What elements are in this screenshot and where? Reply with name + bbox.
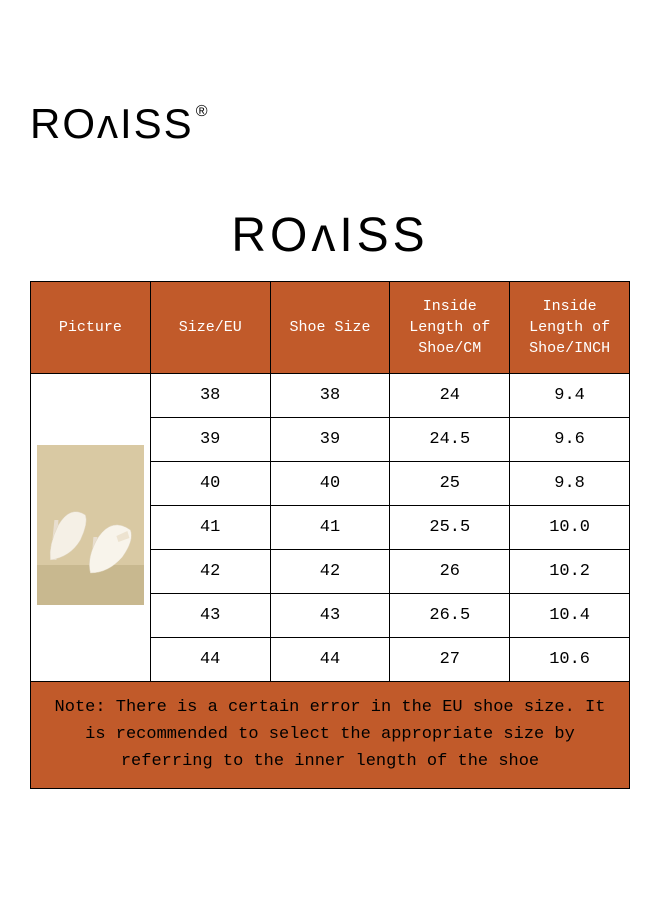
cell-length-inch: 9.8 [510, 462, 630, 506]
cell-length-inch: 10.6 [510, 638, 630, 682]
table-header-row: Picture Size/EU Shoe Size Inside Length … [31, 282, 630, 374]
cell-length-cm: 25 [390, 462, 510, 506]
col-header-shoe-size: Shoe Size [270, 282, 390, 374]
cell-size-eu: 43 [150, 594, 270, 638]
cell-shoe-size: 42 [270, 550, 390, 594]
cell-size-eu: 40 [150, 462, 270, 506]
cell-size-eu: 41 [150, 506, 270, 550]
col-header-size-eu: Size/EU [150, 282, 270, 374]
shoe-icon [37, 445, 144, 605]
cell-shoe-size: 44 [270, 638, 390, 682]
cell-size-eu: 38 [150, 374, 270, 418]
col-header-picture: Picture [31, 282, 151, 374]
cell-length-inch: 10.4 [510, 594, 630, 638]
cell-length-inch: 9.6 [510, 418, 630, 462]
brand-logo-top: ROᴧISS® [30, 100, 630, 148]
cell-size-eu: 42 [150, 550, 270, 594]
cell-length-inch: 10.0 [510, 506, 630, 550]
note-text: Note: There is a certain error in the EU… [31, 682, 630, 789]
cell-length-cm: 26 [390, 550, 510, 594]
cell-size-eu: 39 [150, 418, 270, 462]
cell-shoe-size: 38 [270, 374, 390, 418]
col-header-length-cm: Inside Length of Shoe/CM [390, 282, 510, 374]
table-row: 38 38 24 9.4 [31, 374, 630, 418]
brand-logo-top-text: ROᴧISS [30, 100, 194, 147]
cell-length-cm: 26.5 [390, 594, 510, 638]
note-row: Note: There is a certain error in the EU… [31, 682, 630, 789]
cell-length-cm: 24 [390, 374, 510, 418]
cell-length-cm: 27 [390, 638, 510, 682]
product-image-cell [31, 374, 151, 682]
cell-length-cm: 25.5 [390, 506, 510, 550]
cell-length-inch: 10.2 [510, 550, 630, 594]
cell-shoe-size: 39 [270, 418, 390, 462]
cell-length-cm: 24.5 [390, 418, 510, 462]
cell-length-inch: 9.4 [510, 374, 630, 418]
cell-shoe-size: 41 [270, 506, 390, 550]
size-chart-table: Picture Size/EU Shoe Size Inside Length … [30, 281, 630, 789]
cell-shoe-size: 40 [270, 462, 390, 506]
registered-mark: ® [196, 103, 210, 120]
cell-shoe-size: 43 [270, 594, 390, 638]
cell-size-eu: 44 [150, 638, 270, 682]
col-header-length-inch: Inside Length of Shoe/INCH [510, 282, 630, 374]
brand-logo-mid: ROᴧISS [30, 208, 630, 263]
